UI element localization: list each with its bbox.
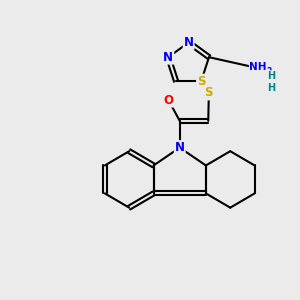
- Text: S: S: [205, 86, 213, 99]
- Text: N: N: [184, 36, 194, 49]
- Text: N: N: [175, 141, 185, 154]
- Text: S: S: [197, 75, 206, 88]
- Text: 2: 2: [266, 67, 272, 76]
- Text: H: H: [267, 82, 275, 93]
- Text: O: O: [164, 94, 173, 106]
- Text: H: H: [267, 71, 275, 81]
- Text: N: N: [163, 51, 173, 64]
- Text: NH: NH: [249, 62, 267, 72]
